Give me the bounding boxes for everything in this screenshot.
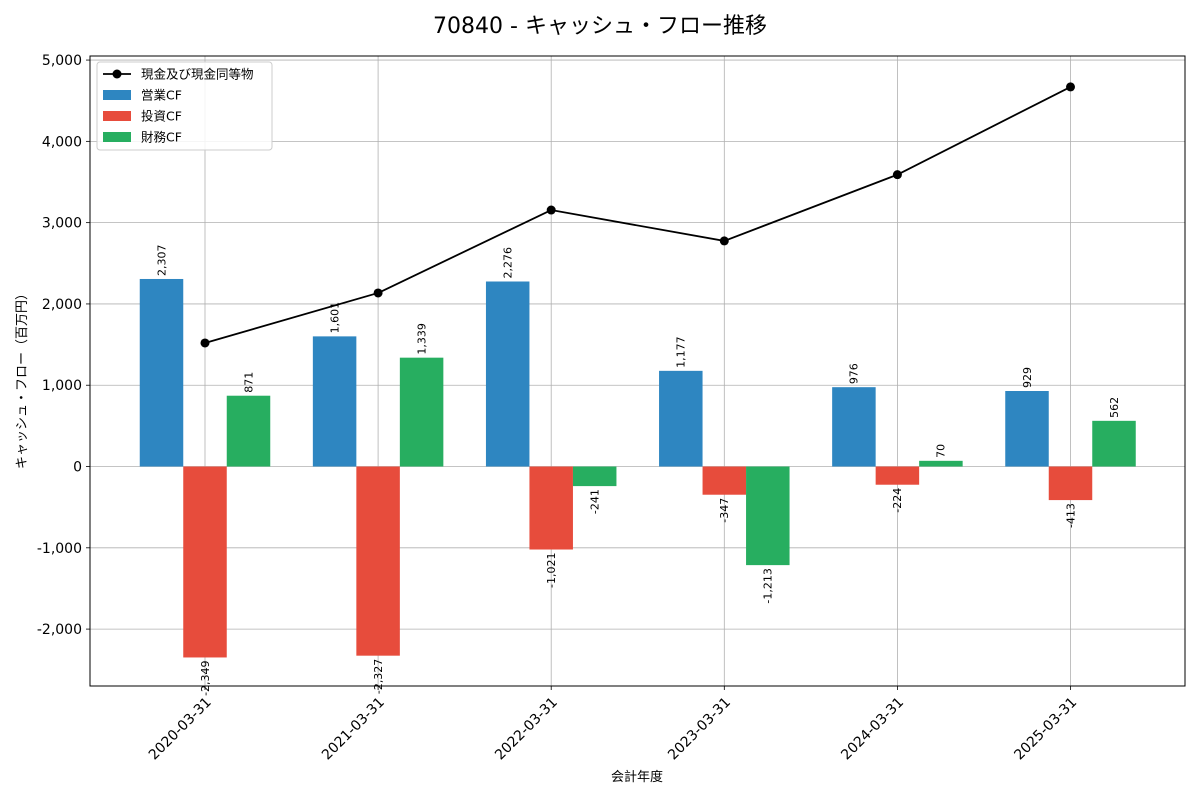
x-tick-label: 2021-03-31 [319, 694, 388, 763]
bar [399, 357, 444, 467]
bar-value-label: 929 [1021, 367, 1034, 388]
cash-line-point [719, 236, 729, 246]
bars [139, 278, 1136, 658]
cash-line-point [546, 205, 556, 215]
bar [572, 466, 617, 487]
bar-value-label: 976 [848, 363, 861, 384]
bar-value-label: -1,021 [545, 553, 558, 588]
bar-value-label: -1,213 [762, 568, 775, 603]
bar [659, 370, 703, 467]
cash-line-point [373, 288, 383, 298]
plot-frame [89, 55, 1186, 687]
y-tick-label: 4,000 [42, 134, 82, 150]
bar [702, 466, 747, 495]
legend-label: 現金及び現金同等物 [141, 67, 254, 82]
bar-value-label: 2,307 [155, 244, 168, 276]
bar-value-label: 70 [935, 444, 948, 458]
cash-line-point [892, 170, 902, 180]
cash-line-path [204, 86, 1071, 344]
x-tick-label: 2025-03-31 [1011, 694, 1080, 763]
y-tick-label: 0 [73, 460, 82, 476]
x-tick-label: 2023-03-31 [665, 694, 734, 763]
bar-value-label: 562 [1108, 397, 1121, 418]
bar [529, 466, 573, 550]
bar-value-label: -2,327 [372, 659, 385, 694]
bar [226, 395, 271, 467]
legend-swatch-marker [112, 69, 122, 79]
bar [183, 466, 227, 658]
bar-value-label: 2,276 [502, 247, 515, 279]
grid [90, 56, 1185, 686]
cash-line-point [1066, 82, 1075, 92]
x-axis-label: 会計年度 [611, 769, 663, 785]
y-tick-label: 3,000 [42, 216, 82, 232]
y-axis-label: キャッシュ・フロー（百万円） [15, 287, 30, 469]
bar-value-label: -241 [589, 489, 602, 514]
cash-line-point [200, 338, 210, 348]
bar-value-label: 1,601 [328, 302, 341, 334]
bar-value-label: 1,339 [415, 323, 428, 355]
legend-label: 営業CF [141, 88, 182, 103]
y-tick-label: -1,000 [37, 541, 82, 557]
legend-label: 財務CF [141, 130, 182, 145]
x-tick-label: 2022-03-31 [492, 694, 561, 763]
bar-value-label: -413 [1064, 503, 1077, 528]
legend-swatch [103, 90, 131, 100]
bar [1005, 390, 1049, 467]
bar-value-label: -224 [891, 488, 904, 513]
bar-value-label: -347 [718, 498, 731, 523]
bar [1092, 420, 1136, 467]
bar [832, 387, 876, 467]
y-tick-label: -2,000 [37, 622, 82, 638]
bar [356, 466, 400, 656]
y-tick-label: 2,000 [42, 297, 82, 313]
bar-value-label: 871 [242, 372, 255, 393]
y-tick-label: 1,000 [42, 378, 82, 394]
x-tick-label: 2024-03-31 [838, 694, 907, 763]
data-labels: 2,307 1,601 2,276 1,177 976 929 -2,349 -2,327 -1… [155, 244, 1121, 695]
chart-title: 70840 - キャッシュ・フロー推移 [433, 14, 767, 39]
bar-value-label: -2,349 [199, 660, 212, 695]
x-tick-label: 2020-03-31 [146, 694, 215, 763]
bar [875, 466, 920, 485]
bar [312, 336, 357, 467]
bar [139, 278, 184, 467]
legend-swatch [103, 132, 131, 142]
bar [746, 466, 790, 566]
legend-box [96, 61, 273, 151]
y-tick-label: 5,000 [42, 53, 82, 69]
bar-value-label: 1,177 [675, 336, 688, 368]
legend-swatch [103, 111, 131, 121]
bar [919, 460, 963, 467]
legend-label: 投資CF [141, 109, 182, 124]
bar [485, 281, 530, 467]
cash-line [200, 82, 1075, 348]
bar [1048, 466, 1093, 501]
